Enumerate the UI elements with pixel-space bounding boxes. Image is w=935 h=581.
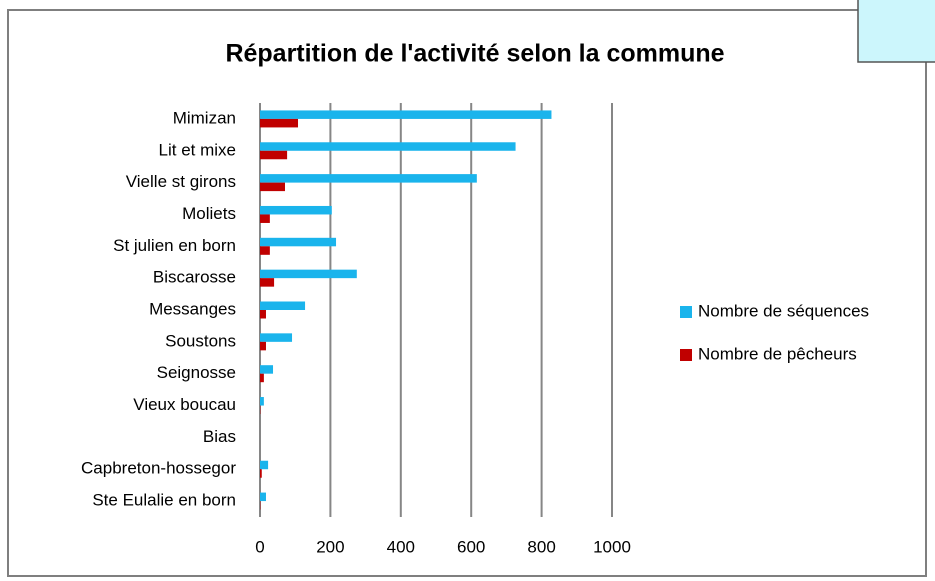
- bar: [260, 214, 270, 223]
- bar: [260, 246, 270, 255]
- y-tick-label: Capbreton-hossegor: [81, 459, 236, 478]
- y-tick-label: Seignosse: [157, 363, 236, 382]
- x-tick-label: 200: [316, 537, 344, 556]
- y-tick-label: Mimizan: [173, 108, 236, 127]
- bar: [260, 142, 516, 151]
- bar: [260, 118, 299, 128]
- bar: [260, 110, 552, 119]
- bar: [260, 237, 337, 247]
- bar: [260, 333, 293, 342]
- bar: [260, 150, 288, 160]
- y-tick-label: Lit et mixe: [159, 140, 236, 159]
- x-tick-label: 800: [527, 537, 555, 556]
- y-tick-label: Moliets: [182, 204, 236, 223]
- y-tick-label: Soustons: [165, 331, 236, 350]
- y-tick-label: Ste Eulalie en born: [92, 491, 236, 510]
- x-tick-label: 600: [457, 537, 485, 556]
- bar: [260, 341, 266, 351]
- bar: [260, 373, 264, 383]
- legend-swatch: [680, 306, 692, 318]
- legend-swatch: [680, 349, 692, 361]
- bar: [260, 397, 264, 406]
- bar: [260, 310, 266, 319]
- y-tick-label: St julien en born: [113, 236, 236, 255]
- y-tick-label: Biscarosse: [153, 268, 236, 287]
- bar: [260, 278, 275, 287]
- y-tick-label: Bias: [203, 427, 236, 446]
- bar: [260, 269, 357, 279]
- x-tick-label: 400: [387, 537, 415, 556]
- x-tick-label: 0: [255, 537, 264, 556]
- bar: [260, 460, 269, 470]
- bar: [260, 469, 262, 478]
- chart-border: [7, 9, 927, 577]
- bar: [260, 365, 274, 374]
- cell-box: [857, 0, 935, 63]
- bar: [260, 182, 285, 192]
- x-tick-label: 1000: [593, 537, 631, 556]
- y-tick-label: Vieux boucau: [133, 395, 236, 414]
- legend-label: Nombre de séquences: [698, 301, 869, 320]
- bar: [260, 301, 306, 310]
- bar: [260, 205, 332, 215]
- legend-label: Nombre de pêcheurs: [698, 344, 857, 363]
- bar: [260, 492, 266, 502]
- y-tick-label: Vielle st girons: [126, 172, 236, 191]
- bar: [260, 174, 477, 183]
- y-tick-label: Messanges: [149, 299, 236, 318]
- chart-title: Répartition de l'activité selon la commu…: [225, 40, 724, 68]
